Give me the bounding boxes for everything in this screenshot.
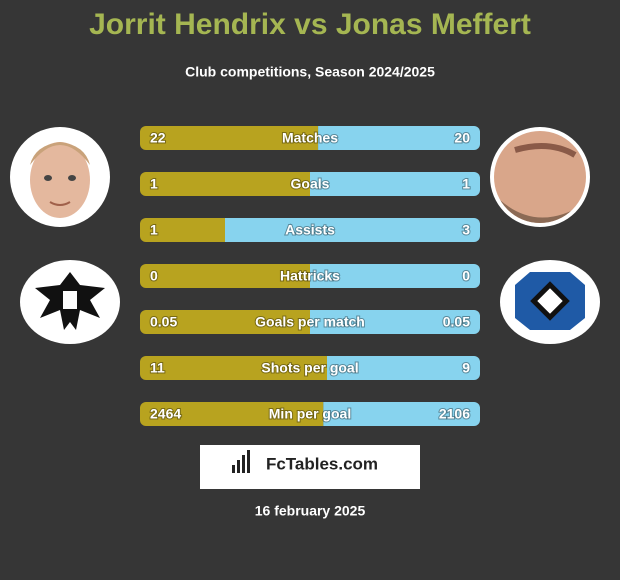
bar-right xyxy=(225,218,480,242)
value-left: 0 xyxy=(150,268,158,284)
row xyxy=(140,310,480,334)
bar-left xyxy=(140,356,327,380)
value-left: 22 xyxy=(150,130,166,146)
value-left: 1 xyxy=(150,222,158,238)
value-left: 2464 xyxy=(150,406,181,422)
row xyxy=(140,356,480,380)
bar-left xyxy=(140,402,324,426)
row xyxy=(140,126,480,150)
value-right: 0.05 xyxy=(443,314,470,330)
bar-right xyxy=(310,264,480,288)
category-label: Goals per match xyxy=(255,314,365,330)
category-label: Assists xyxy=(285,222,335,238)
player-left-photo xyxy=(10,127,110,227)
value-right: 1 xyxy=(462,176,470,192)
bar-left xyxy=(140,310,310,334)
value-left: 0.05 xyxy=(150,314,177,330)
team-right-logo xyxy=(500,260,600,344)
bar-left xyxy=(140,172,310,196)
title: Jorrit Hendrix vs Jonas Meffert xyxy=(89,8,531,41)
value-right: 9 xyxy=(462,360,470,376)
category-label: Goals xyxy=(291,176,330,192)
value-right: 3 xyxy=(462,222,470,238)
bar-left xyxy=(140,264,310,288)
bar-left xyxy=(140,126,319,150)
value-right: 2106 xyxy=(439,406,470,422)
value-right: 20 xyxy=(454,130,470,146)
value-left: 1 xyxy=(150,176,158,192)
subtitle: Club competitions, Season 2024/2025 xyxy=(185,64,435,80)
value-right: 0 xyxy=(462,268,470,284)
bar-right xyxy=(323,402,480,426)
bar-right xyxy=(310,310,480,334)
row xyxy=(140,264,480,288)
bar-right xyxy=(310,172,480,196)
row xyxy=(140,402,480,426)
team-left-logo xyxy=(20,260,120,344)
date: 16 february 2025 xyxy=(255,503,366,519)
bar-right xyxy=(327,356,480,380)
category-label: Hattricks xyxy=(280,268,340,284)
brand-box xyxy=(200,445,420,489)
brand: FcTables.com xyxy=(266,454,378,473)
category-label: Min per goal xyxy=(269,406,351,422)
category-label: Shots per goal xyxy=(261,360,358,376)
bar-left xyxy=(140,218,225,242)
value-left: 11 xyxy=(150,360,165,376)
brand-icon xyxy=(232,450,250,473)
row xyxy=(140,218,480,242)
bar-right xyxy=(318,126,480,150)
category-label: Matches xyxy=(282,130,338,146)
row xyxy=(140,172,480,196)
